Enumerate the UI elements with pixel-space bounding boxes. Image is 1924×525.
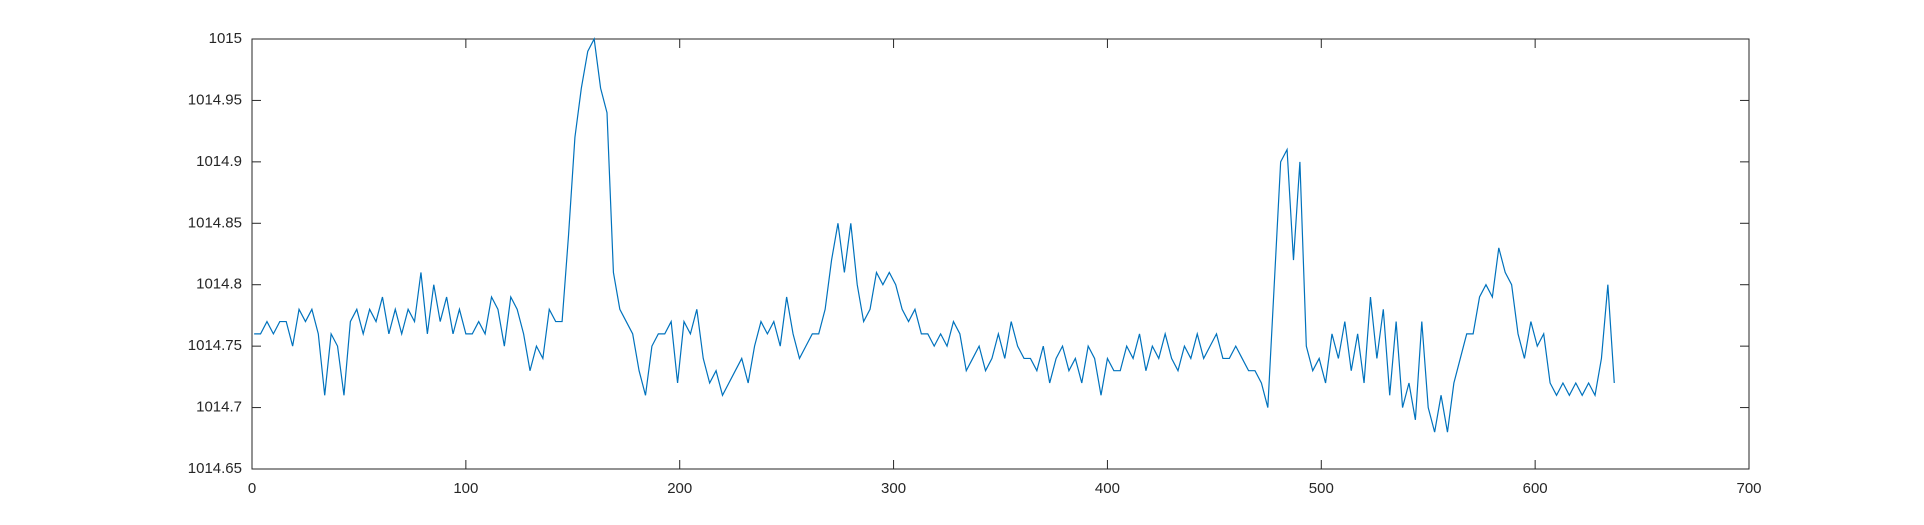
y-tick-label: 1014.75 [188, 337, 242, 354]
x-tick-label: 400 [1095, 480, 1120, 497]
y-tick-label: 1014.85 [188, 214, 242, 231]
x-tick-label: 600 [1523, 480, 1548, 497]
x-tick-label: 300 [881, 480, 906, 497]
y-tick-label: 1014.8 [196, 276, 242, 293]
y-tick-label: 1014.95 [188, 91, 242, 108]
x-tick-label: 100 [453, 480, 478, 497]
x-tick-label: 0 [248, 480, 256, 497]
x-tick-label: 700 [1736, 480, 1761, 497]
axes-box [251, 38, 1750, 470]
x-tick-label: 200 [667, 480, 692, 497]
y-tick-label: 1015 [209, 30, 242, 47]
y-tick-label: 1014.9 [196, 153, 242, 170]
y-tick-label: 1014.65 [188, 460, 242, 477]
y-tick-label: 1014.7 [196, 399, 242, 416]
x-tick-label: 500 [1309, 480, 1334, 497]
data-line [254, 37, 1615, 433]
